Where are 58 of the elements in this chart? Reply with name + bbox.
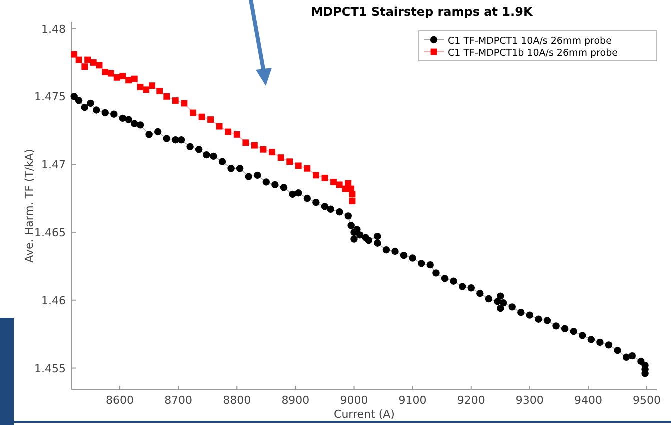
point [349, 198, 356, 204]
point [181, 100, 188, 107]
point [269, 149, 276, 156]
legend-label: C1 TF-MDPCT1 10A/s 26mm probe [448, 36, 612, 47]
y-tick-label: 1.455 [34, 362, 66, 376]
point [304, 165, 311, 172]
point [208, 116, 214, 123]
y-tick-label: 1.46 [42, 294, 66, 308]
point [156, 88, 164, 94]
y-axis-title: Ave. Harm. TF (T/kA) [23, 149, 36, 263]
point [82, 64, 88, 70]
point [126, 77, 132, 84]
point [252, 142, 258, 149]
point [295, 162, 302, 170]
y-tick-label: 1.48 [42, 22, 66, 36]
point [172, 98, 179, 104]
point [216, 123, 223, 130]
point [190, 110, 196, 116]
point [84, 56, 92, 64]
point [345, 180, 352, 187]
y-tick-label: 1.465 [34, 226, 66, 240]
y-tick-label: 1.47 [42, 158, 66, 172]
point [149, 82, 156, 90]
x-tick-label: 9400 [574, 394, 602, 407]
point [137, 84, 144, 90]
point [330, 179, 337, 186]
point [260, 146, 267, 153]
x-tick-label: 8900 [282, 394, 310, 407]
x-tick-label: 8600 [106, 394, 134, 407]
point [120, 73, 126, 80]
x-axis-title: Current (A) [334, 408, 395, 421]
x-tick-label: 9500 [633, 394, 662, 407]
chart-title: MDPCT1 Stairstep ramps at 1.9K [311, 5, 534, 19]
legend-label: C1 TF-MDPCT1b 10A/s 26mm probe [448, 48, 618, 59]
x-tick-label: 9100 [398, 394, 427, 407]
point [278, 154, 284, 161]
point [198, 114, 206, 120]
point [114, 74, 120, 81]
x-tick-label: 9000 [340, 394, 368, 407]
point [102, 69, 109, 76]
point [336, 182, 343, 188]
point [312, 172, 320, 179]
x-tick-label: 9300 [516, 394, 544, 407]
point [131, 76, 138, 82]
point [90, 60, 97, 66]
point [286, 158, 294, 166]
point [234, 132, 240, 138]
point [71, 51, 78, 58]
x-tick-label: 8700 [164, 394, 193, 407]
point [225, 128, 232, 136]
x-tick-label: 9200 [457, 394, 486, 407]
y-tick-label: 1.475 [34, 90, 66, 104]
point [322, 174, 328, 182]
point [143, 86, 150, 94]
point [108, 70, 114, 77]
point [242, 140, 250, 146]
x-tick-label: 8800 [223, 394, 252, 407]
point [164, 93, 170, 100]
